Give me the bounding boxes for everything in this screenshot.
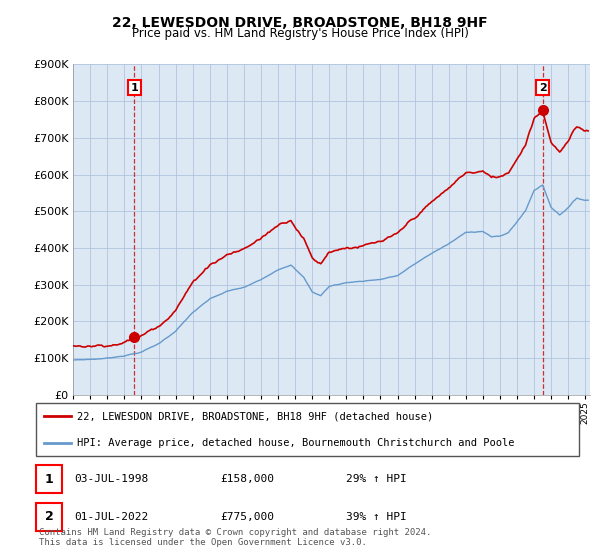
Text: 03-JUL-1998: 03-JUL-1998 [74, 474, 148, 484]
Text: 39% ↑ HPI: 39% ↑ HPI [346, 512, 406, 522]
Text: 2: 2 [539, 82, 547, 92]
FancyBboxPatch shape [36, 465, 62, 493]
Text: 01-JUL-2022: 01-JUL-2022 [74, 512, 148, 522]
Text: Contains HM Land Registry data © Crown copyright and database right 2024.
This d: Contains HM Land Registry data © Crown c… [39, 528, 431, 547]
Text: 22, LEWESDON DRIVE, BROADSTONE, BH18 9HF (detached house): 22, LEWESDON DRIVE, BROADSTONE, BH18 9HF… [77, 412, 433, 422]
Text: £775,000: £775,000 [221, 512, 275, 522]
Text: 22, LEWESDON DRIVE, BROADSTONE, BH18 9HF: 22, LEWESDON DRIVE, BROADSTONE, BH18 9HF [112, 16, 488, 30]
Text: 2: 2 [44, 510, 53, 524]
Text: 1: 1 [130, 82, 138, 92]
FancyBboxPatch shape [36, 503, 62, 531]
Text: 29% ↑ HPI: 29% ↑ HPI [346, 474, 406, 484]
Text: Price paid vs. HM Land Registry's House Price Index (HPI): Price paid vs. HM Land Registry's House … [131, 27, 469, 40]
FancyBboxPatch shape [36, 403, 579, 456]
Text: £158,000: £158,000 [221, 474, 275, 484]
Text: HPI: Average price, detached house, Bournemouth Christchurch and Poole: HPI: Average price, detached house, Bour… [77, 438, 514, 448]
Text: 1: 1 [44, 473, 53, 486]
